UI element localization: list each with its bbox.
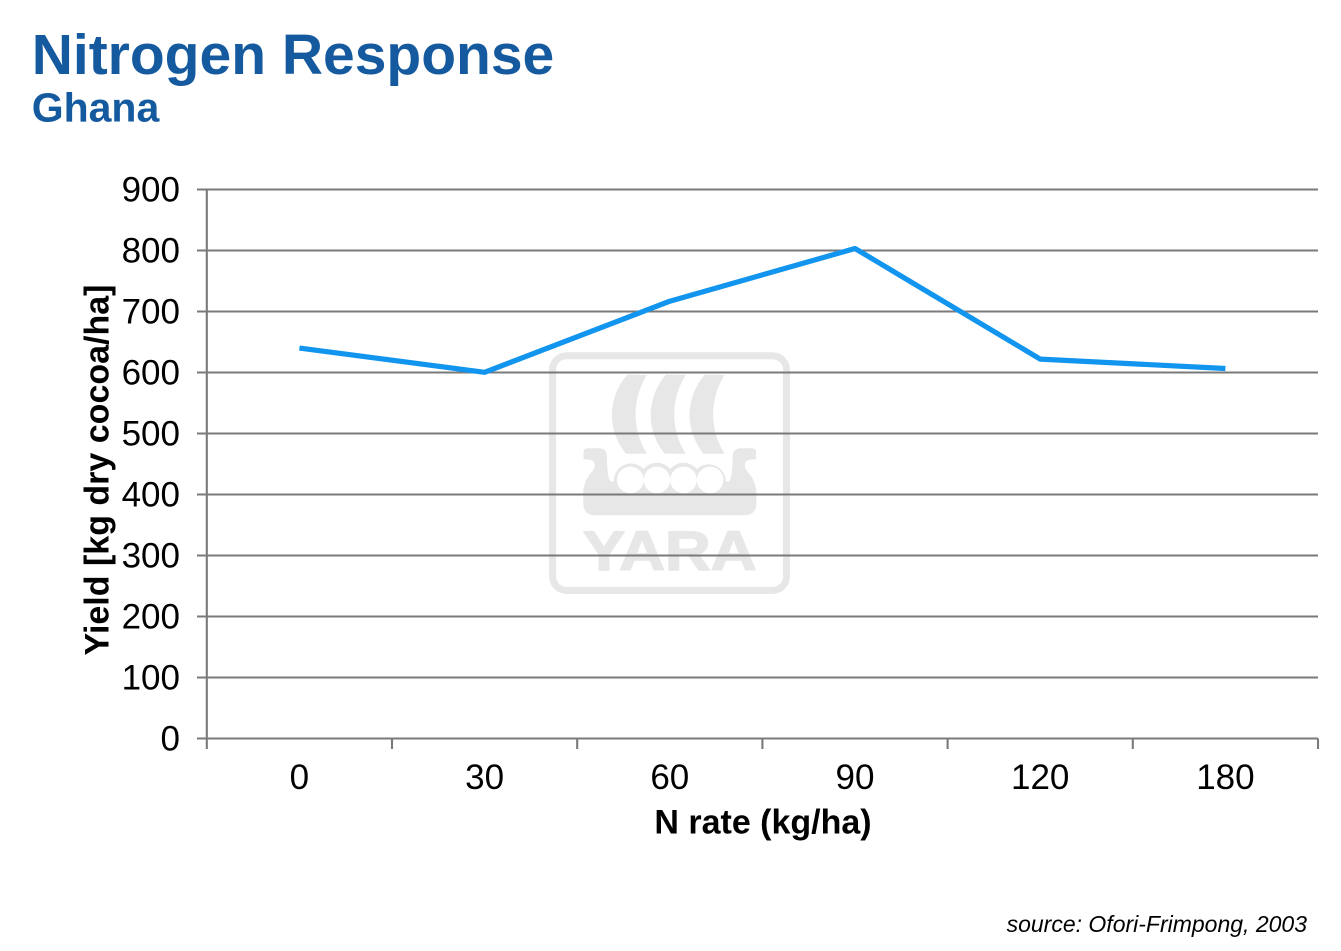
svg-text:100: 100 xyxy=(122,658,180,697)
svg-text:Yield [kg dry cocoa/ha]: Yield [kg dry cocoa/ha] xyxy=(79,285,117,656)
svg-text:0: 0 xyxy=(161,719,180,758)
svg-text:300: 300 xyxy=(122,536,180,575)
svg-text:N rate (kg/ha): N rate (kg/ha) xyxy=(654,803,871,841)
svg-text:600: 600 xyxy=(122,353,180,392)
svg-text:90: 90 xyxy=(836,758,875,797)
svg-text:200: 200 xyxy=(122,597,180,636)
svg-text:120: 120 xyxy=(1011,758,1069,797)
svg-text:Ghana: Ghana xyxy=(32,85,161,131)
svg-text:source: Ofori-Frimpong, 2003: source: Ofori-Frimpong, 2003 xyxy=(1007,911,1308,937)
svg-text:900: 900 xyxy=(122,170,180,209)
svg-text:0: 0 xyxy=(290,758,309,797)
svg-text:30: 30 xyxy=(465,758,504,797)
svg-text:180: 180 xyxy=(1196,758,1254,797)
svg-text:400: 400 xyxy=(122,475,180,514)
svg-text:700: 700 xyxy=(122,292,180,331)
svg-text:Nitrogen Response: Nitrogen Response xyxy=(32,23,555,87)
svg-text:800: 800 xyxy=(122,231,180,270)
svg-text:60: 60 xyxy=(650,758,689,797)
svg-text:YARA: YARA xyxy=(583,520,757,583)
svg-text:500: 500 xyxy=(122,414,180,453)
